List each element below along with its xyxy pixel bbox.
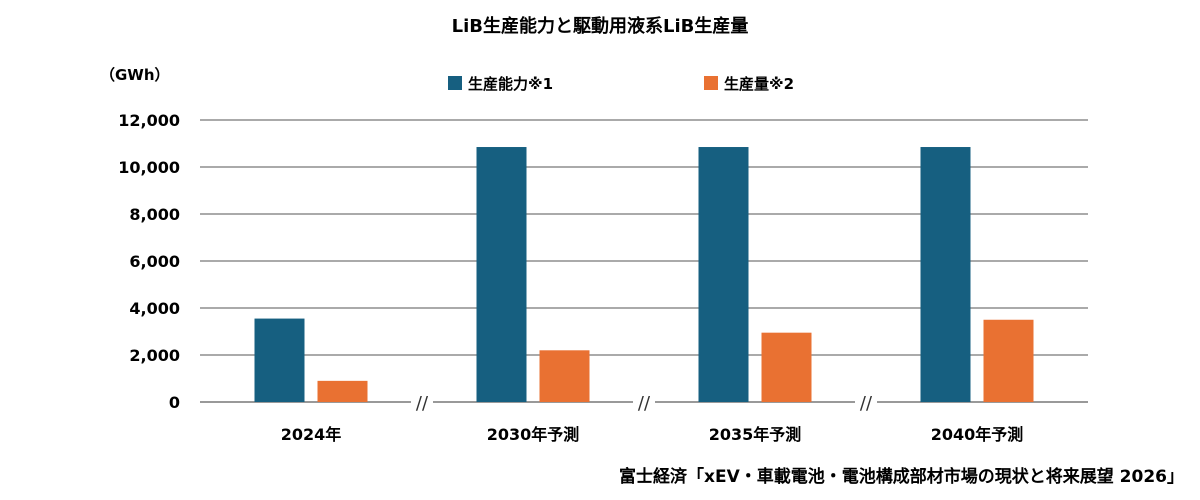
bars bbox=[254, 147, 1034, 402]
legend-label-production: 生産量※2 bbox=[724, 75, 794, 93]
gridlines bbox=[200, 119, 1088, 403]
axis-break-mark: // bbox=[638, 393, 651, 414]
bar-capacity bbox=[476, 147, 527, 402]
legend: 生産能力※1 生産量※2 bbox=[448, 75, 794, 93]
chart-title: LiB生産能力と駆動用液系LiB生産量 bbox=[452, 15, 749, 37]
y-unit-label: （GWh） bbox=[100, 66, 170, 84]
x-category-label: 2030年予測 bbox=[487, 425, 580, 444]
source-note: 富士経済「xEV・車載電池・電池構成部材市場の現状と将来展望 2026」 bbox=[619, 466, 1184, 487]
bar-production bbox=[539, 350, 590, 402]
bar-production bbox=[983, 319, 1034, 402]
x-category-label: 2040年予測 bbox=[931, 425, 1024, 444]
legend-swatch-capacity bbox=[448, 76, 462, 90]
y-tick-label: 12,000 bbox=[118, 111, 180, 130]
legend-swatch-production bbox=[704, 76, 718, 90]
y-tick-label: 4,000 bbox=[129, 299, 180, 318]
axis-break-marks: // // // bbox=[411, 393, 877, 414]
y-axis-ticks: 0 2,000 4,000 6,000 8,000 10,000 12,000 bbox=[118, 111, 180, 412]
bar-production bbox=[761, 332, 812, 402]
x-axis-categories: 2024年 2030年予測 2035年予測 2040年予測 bbox=[281, 425, 1024, 444]
bar-capacity bbox=[254, 318, 305, 402]
legend-label-capacity: 生産能力※1 bbox=[468, 75, 553, 93]
axis-break-mark: // bbox=[860, 393, 873, 414]
bar-capacity bbox=[920, 147, 971, 402]
y-tick-label: 10,000 bbox=[118, 158, 180, 177]
y-tick-label: 8,000 bbox=[129, 205, 180, 224]
y-tick-label: 6,000 bbox=[129, 252, 180, 271]
x-category-label: 2035年予測 bbox=[709, 425, 802, 444]
y-tick-label: 0 bbox=[169, 393, 180, 412]
bar-capacity bbox=[698, 147, 749, 402]
bar-production bbox=[317, 380, 368, 402]
x-category-label: 2024年 bbox=[281, 425, 342, 444]
axis-break-mark: // bbox=[416, 393, 429, 414]
y-tick-label: 2,000 bbox=[129, 346, 180, 365]
